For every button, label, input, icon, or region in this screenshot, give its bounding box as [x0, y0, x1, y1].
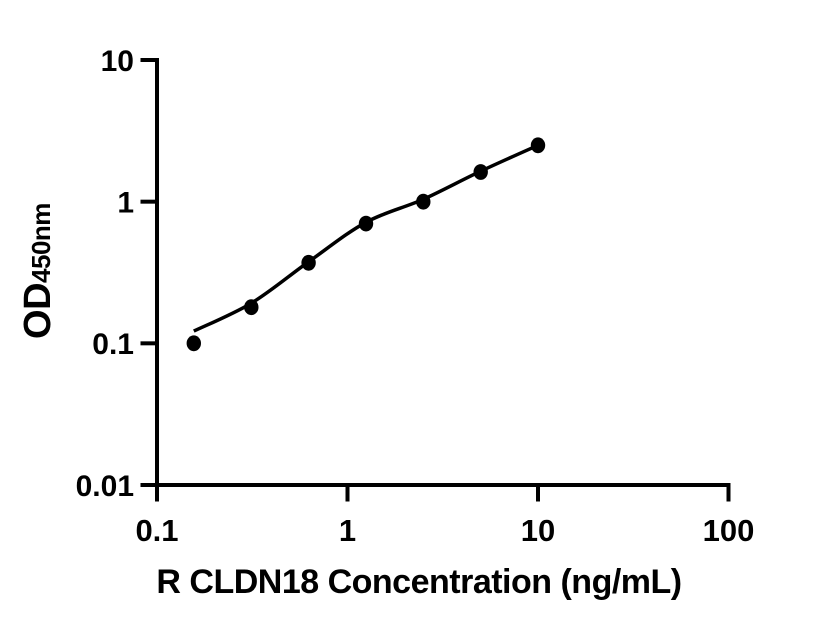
data-point — [530, 137, 546, 154]
x-tick-label: 0.1 — [135, 513, 178, 548]
y-tick-label: 0.01 — [76, 470, 134, 503]
x-tick-label: 10 — [521, 513, 555, 548]
axis-lines — [155, 58, 731, 487]
y-axis-title-text: OD — [17, 282, 59, 339]
y-tick-label: 10 — [101, 45, 134, 78]
x-axis-title: R CLDN18 Concentration (ng/mL) — [156, 563, 682, 601]
data-point — [301, 254, 316, 271]
data-point — [473, 164, 488, 180]
x-tick-label: 1 — [339, 513, 356, 548]
data-point — [416, 193, 431, 210]
axes-layer — [155, 58, 731, 487]
y-tick-label: 1 — [117, 186, 134, 219]
data-point — [358, 215, 374, 232]
data-points-layer — [186, 137, 546, 352]
data-point — [244, 299, 259, 316]
y-tick-label: 0.1 — [92, 328, 134, 361]
y-axis-title: OD 450nm — [17, 151, 61, 391]
data-point — [186, 335, 201, 352]
y-axis-title-subscript: 450nm — [26, 203, 56, 283]
x-tick-label: 100 — [703, 513, 755, 548]
ticks-layer — [140, 58, 731, 502]
